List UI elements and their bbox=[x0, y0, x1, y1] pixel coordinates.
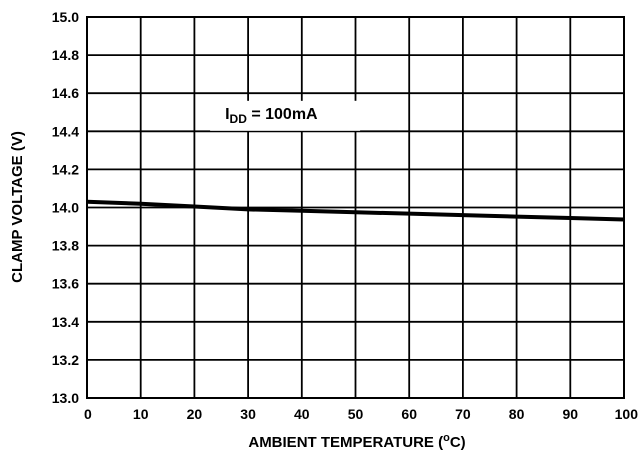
x-axis-label: AMBIENT TEMPERATURE (oC) bbox=[248, 432, 465, 451]
y-tick-label: 13.0 bbox=[52, 390, 79, 406]
x-axis-label-text: AMBIENT TEMPERATURE ( bbox=[248, 434, 443, 451]
x-tick-label: 70 bbox=[455, 406, 471, 422]
y-tick-label: 14.0 bbox=[52, 200, 79, 216]
y-tick-label: 13.8 bbox=[52, 238, 79, 254]
annotation-suffix: = 100mA bbox=[247, 106, 318, 123]
y-tick-label: 14.6 bbox=[52, 85, 79, 101]
x-tick-label: 60 bbox=[401, 406, 417, 422]
x-tick-label: 0 bbox=[84, 406, 92, 422]
x-tick-label: 50 bbox=[348, 406, 364, 422]
y-tick-label: 15.0 bbox=[52, 9, 79, 25]
y-tick-label: 13.4 bbox=[52, 314, 79, 330]
x-tick-label: 30 bbox=[240, 406, 256, 422]
x-axis-label-suffix: C) bbox=[450, 434, 466, 451]
x-tick-label: 20 bbox=[187, 406, 203, 422]
x-tick-label: 80 bbox=[509, 406, 525, 422]
y-tick-label: 13.2 bbox=[52, 352, 79, 368]
x-tick-label: 10 bbox=[133, 406, 149, 422]
grid bbox=[87, 17, 624, 398]
y-tick-label: 13.6 bbox=[52, 276, 79, 292]
x-tick-labels: 0 10 20 30 40 50 60 70 80 90 100 bbox=[84, 406, 638, 422]
x-tick-label: 90 bbox=[563, 406, 579, 422]
y-tick-label: 14.4 bbox=[52, 123, 79, 139]
y-tick-label: 14.2 bbox=[52, 161, 79, 177]
annotation-layer: IDD = 100mA bbox=[210, 101, 360, 131]
x-tick-label: 40 bbox=[294, 406, 310, 422]
y-axis-label: CLAMP VOLTAGE (V) bbox=[9, 131, 26, 283]
annotation-subscript: DD bbox=[230, 112, 248, 126]
x-tick-label: 100 bbox=[615, 406, 639, 422]
y-tick-labels: 13.0 13.2 13.4 13.6 13.8 14.0 14.2 14.4 14.6 14.8… bbox=[52, 9, 79, 406]
y-tick-label: 14.8 bbox=[52, 47, 79, 63]
